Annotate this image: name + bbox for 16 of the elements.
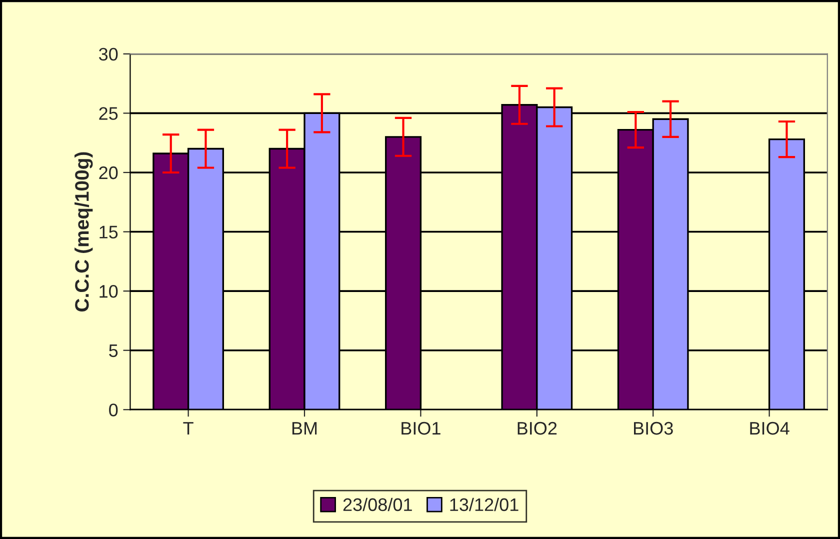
x-tick-label: BIO4: [750, 422, 790, 435]
y-axis-title: C.C.C (meq/100g): [74, 152, 93, 312]
y-tick-label: 5: [109, 344, 118, 358]
x-tick-label: BIO1: [402, 422, 440, 435]
y-tick-label: 20: [99, 166, 118, 180]
y-tick-label: 25: [99, 107, 118, 120]
y-tick-label: 0: [109, 404, 118, 416]
y-tick-label: 10: [100, 284, 118, 298]
x-tick-label: BIO2: [518, 422, 557, 435]
y-tick-label: 30: [99, 48, 118, 61]
x-tick-label: BM: [292, 422, 317, 435]
legend-label: 13/12/01: [450, 498, 518, 512]
y-tick-label: 15: [100, 226, 118, 238]
x-tick-label: BIO3: [634, 422, 673, 435]
legend-label: 23/08/01: [343, 498, 412, 512]
x-tick-label: T: [183, 422, 194, 435]
